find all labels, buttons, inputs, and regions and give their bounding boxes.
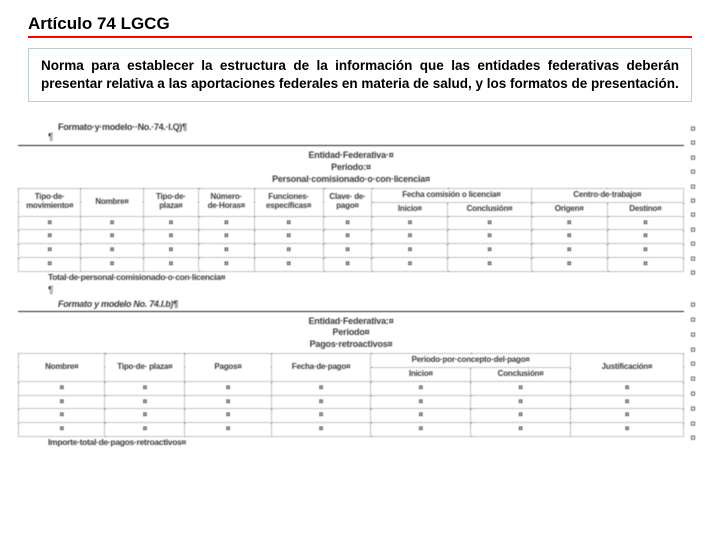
- col-conclusion: Conclusión¤: [448, 202, 531, 216]
- table-row: ¤¤¤¤¤¤¤¤¤¤: [19, 216, 684, 230]
- col-destino: Destino¤: [607, 202, 683, 216]
- title-underline: [28, 36, 692, 38]
- col-periodo-grp: Periodo·por·concepto·del·pago¤: [371, 353, 571, 367]
- col-fecha-pago: Fecha·de·pago¤: [271, 353, 371, 381]
- col-origen: Origen¤: [531, 202, 607, 216]
- periodo-line: Periodo¤: [18, 327, 684, 339]
- col-num-horas: Número· de·Horas¤: [199, 188, 254, 216]
- col-clave: Clave· de· pago¤: [323, 188, 371, 216]
- personal-line: Personal·comisionado·o·con·licencia¤: [18, 174, 684, 186]
- format2-table: Nombre¤ Tipo·de· plaza¤ Pagos¤ Fecha·de·…: [18, 353, 684, 437]
- pagos-line: Pagos·retroactivos¤: [18, 339, 684, 351]
- format2-header: Entidad·Federativa:¤ Periodo¤ Pagos·retr…: [18, 316, 684, 351]
- col-tipo-plaza: Tipo·de· plaza¤: [105, 353, 185, 381]
- col-tipo-mov: Tipo·de· movimiento¤: [19, 188, 81, 216]
- col-centro-grp: Centro·de·trabajo¤: [531, 188, 683, 202]
- gutter-marks: ¤¤¤¤¤¤¤¤¤¤: [684, 299, 702, 447]
- col-funciones: Funciones· específicas¤: [254, 188, 323, 216]
- col-tipo-plaza: Tipo·de· plaza¤: [143, 188, 198, 216]
- table-row: ¤¤¤¤¤¤¤¤¤¤: [19, 257, 684, 271]
- description-box: Norma para establecer la estructura de l…: [28, 48, 692, 102]
- table-row: ¤¤¤¤¤¤¤: [19, 409, 684, 423]
- table-row: ¤¤¤¤¤¤¤¤¤¤: [19, 244, 684, 258]
- table-row: ¤¤¤¤¤¤¤: [19, 381, 684, 395]
- col-justificacion: Justificación¤: [570, 353, 683, 381]
- embedded-document: Formato·y·modelo··No.·74.·I.Q)¶ ¶ Entida…: [18, 122, 702, 447]
- divider: [18, 145, 684, 146]
- format2-label: Formato y modelo No. 74.I.b)¶: [18, 299, 684, 309]
- description-text: Norma para establecer la estructura de l…: [41, 58, 679, 91]
- col-nombre: Nombre¤: [81, 188, 143, 216]
- format1-table: Tipo·de· movimiento¤ Nombre¤ Tipo·de· pl…: [18, 188, 684, 272]
- col-conclusion: Conclusión¤: [471, 367, 571, 381]
- format1-label: Formato·y·modelo··No.·74.·I.Q)¶: [18, 122, 684, 132]
- para-mark: ¶: [18, 132, 684, 143]
- col-fecha-grp: Fecha comisión o licencia¤: [372, 188, 531, 202]
- divider: [18, 311, 684, 312]
- table-row: ¤¤¤¤¤¤¤: [19, 395, 684, 409]
- para-mark: ¶: [18, 285, 702, 296]
- col-pagos: Pagos¤: [185, 353, 271, 381]
- col-inicio: Inicio¤: [372, 202, 448, 216]
- col-inicio: Inicio¤: [371, 367, 471, 381]
- format2-total: Importe·total·de·pagos·retroactivos¤: [18, 437, 684, 447]
- col-nombre: Nombre¤: [19, 353, 105, 381]
- table-header-row: Tipo·de· movimiento¤ Nombre¤ Tipo·de· pl…: [19, 188, 684, 202]
- page-title: Artículo 74 LGCG: [28, 14, 692, 34]
- gutter-marks: ¤¤¤¤¤¤¤¤¤¤¤: [684, 122, 702, 281]
- format1-total: Total·de·personal·comisionado·o·con·lice…: [18, 272, 684, 282]
- entidad-line: Entidad·Federativa:¤: [18, 316, 684, 328]
- entidad-line: Entidad·Federativa·¤: [18, 150, 684, 162]
- table-header-row: Nombre¤ Tipo·de· plaza¤ Pagos¤ Fecha·de·…: [19, 353, 684, 367]
- format1-header: Entidad·Federativa·¤ Periodo:¤ Personal·…: [18, 150, 684, 185]
- table-row: ¤¤¤¤¤¤¤: [19, 423, 684, 437]
- periodo-line: Periodo:¤: [18, 162, 684, 174]
- table-row: ¤¤¤¤¤¤¤¤¤¤: [19, 230, 684, 244]
